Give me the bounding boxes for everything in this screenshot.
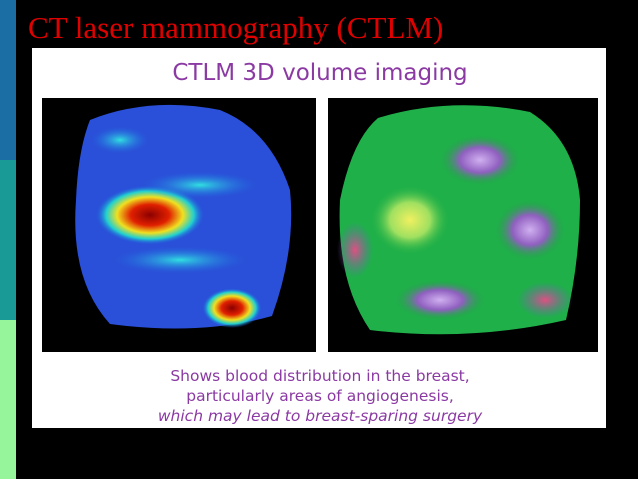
right-image [328,98,598,352]
caption-line: Shows blood distribution in the breast, [170,367,469,385]
stripe [0,320,16,479]
stripe [0,160,16,320]
left-image [42,98,316,352]
stripe [0,0,16,160]
caption-line: particularly areas of angiogenesis, [186,387,454,405]
slide-title: CT laser mammography (CTLM) [28,10,443,45]
figure-title: CTLM 3D volume imaging [172,60,467,86]
caption-line: which may lead to breast-sparing surgery [158,407,483,425]
